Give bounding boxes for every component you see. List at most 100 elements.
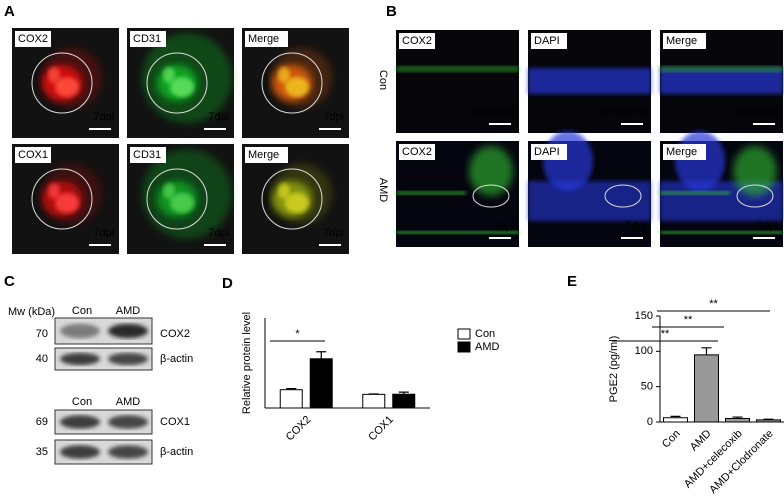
mw-value: 35 bbox=[36, 446, 48, 458]
signal bbox=[285, 77, 309, 97]
mw-label: Mw (kDa) bbox=[8, 306, 55, 318]
signal bbox=[396, 231, 519, 234]
bar bbox=[756, 419, 781, 423]
label-box bbox=[130, 147, 166, 163]
error-bar bbox=[286, 387, 297, 390]
region-circle bbox=[146, 52, 208, 114]
y-axis-label: PGE2 (pg/ml) bbox=[608, 336, 620, 403]
error-bar bbox=[732, 416, 743, 419]
image-label: CD31 bbox=[133, 149, 161, 161]
legend-label: AMD bbox=[475, 341, 500, 353]
region-circle bbox=[261, 52, 323, 114]
signal bbox=[660, 191, 730, 195]
legend-label: Con bbox=[475, 328, 495, 340]
region-circle bbox=[472, 184, 510, 208]
bar bbox=[362, 393, 386, 409]
scale-label: uninjured bbox=[733, 106, 778, 118]
panel-label: B bbox=[386, 3, 397, 20]
blot-band bbox=[108, 352, 148, 366]
signal bbox=[48, 183, 60, 199]
band-label: COX2 bbox=[160, 328, 190, 340]
signal bbox=[733, 146, 777, 196]
band-label: β-actin bbox=[160, 446, 193, 458]
scale-label: 7dpi bbox=[323, 111, 344, 123]
band-label: COX1 bbox=[160, 416, 190, 428]
legend-swatch bbox=[457, 341, 471, 353]
blot-band bbox=[108, 415, 148, 429]
image-label: COX2 bbox=[18, 33, 48, 45]
scale-label: 7dpi bbox=[93, 227, 114, 239]
bar bbox=[725, 417, 750, 423]
scale-label: uninjured bbox=[469, 106, 514, 118]
panel-label: A bbox=[4, 3, 15, 20]
image-label: COX2 bbox=[402, 35, 432, 47]
label-box bbox=[399, 33, 435, 49]
signal bbox=[660, 66, 783, 72]
error-bar bbox=[398, 391, 409, 395]
mw-value: 69 bbox=[36, 416, 48, 428]
lane-label: AMD bbox=[116, 305, 141, 317]
signal bbox=[528, 68, 651, 94]
signal bbox=[163, 67, 175, 83]
label-box bbox=[245, 31, 288, 47]
bar bbox=[694, 354, 719, 423]
blot-band bbox=[108, 445, 148, 459]
y-tick-label: 150 bbox=[635, 310, 653, 322]
panel-label: C bbox=[4, 273, 15, 290]
error-bar bbox=[316, 351, 327, 359]
signal bbox=[469, 146, 513, 196]
signal bbox=[278, 67, 290, 83]
label-box bbox=[15, 147, 51, 163]
y-tick-label: 50 bbox=[641, 381, 653, 393]
scale-label: uninjured bbox=[601, 106, 646, 118]
panel-label: D bbox=[222, 275, 233, 292]
blot-band bbox=[60, 323, 100, 339]
signal bbox=[163, 183, 175, 199]
signal bbox=[55, 77, 79, 97]
label-box bbox=[531, 144, 567, 160]
image-label: COX2 bbox=[402, 146, 432, 158]
region-circle bbox=[31, 52, 93, 114]
mw-value: 70 bbox=[36, 328, 48, 340]
label-box bbox=[531, 33, 567, 49]
region-circle bbox=[604, 184, 642, 208]
scale-label: 7dpi bbox=[93, 111, 114, 123]
signal bbox=[396, 66, 519, 72]
row-label: Con bbox=[377, 70, 389, 90]
image-label: DAPI bbox=[534, 146, 560, 158]
significance-label: ** bbox=[684, 314, 693, 326]
image-label: Merge bbox=[248, 149, 279, 161]
significance-label: ** bbox=[661, 328, 670, 340]
bar bbox=[392, 393, 416, 409]
region-circle bbox=[146, 168, 208, 230]
label-box bbox=[663, 33, 706, 49]
lane-label: Con bbox=[72, 396, 92, 408]
label-box bbox=[15, 31, 51, 47]
label-box bbox=[130, 31, 166, 47]
x-tick-label: COX1 bbox=[366, 414, 396, 444]
signal bbox=[660, 231, 783, 234]
label-box bbox=[245, 147, 288, 163]
label-box bbox=[399, 144, 435, 160]
signal bbox=[278, 183, 290, 199]
x-tick-label: Con bbox=[660, 428, 683, 451]
scale-label: 7dpi bbox=[208, 111, 229, 123]
signal bbox=[660, 68, 783, 94]
signal bbox=[55, 193, 79, 213]
region-circle bbox=[31, 168, 93, 230]
image-label: Merge bbox=[666, 146, 697, 158]
blot-band bbox=[108, 323, 148, 339]
signal bbox=[528, 181, 651, 221]
blot-band bbox=[60, 415, 100, 429]
lane-label: Con bbox=[72, 305, 92, 317]
scale-label: 7dpi bbox=[757, 220, 778, 232]
mw-value: 40 bbox=[36, 353, 48, 365]
image-label: Merge bbox=[248, 33, 279, 45]
image-label: DAPI bbox=[534, 35, 560, 47]
significance-label: ** bbox=[709, 298, 718, 310]
panel-label: E bbox=[567, 273, 577, 290]
bar bbox=[279, 389, 303, 409]
x-tick-label: COX2 bbox=[284, 414, 314, 444]
error-bar bbox=[763, 418, 774, 420]
